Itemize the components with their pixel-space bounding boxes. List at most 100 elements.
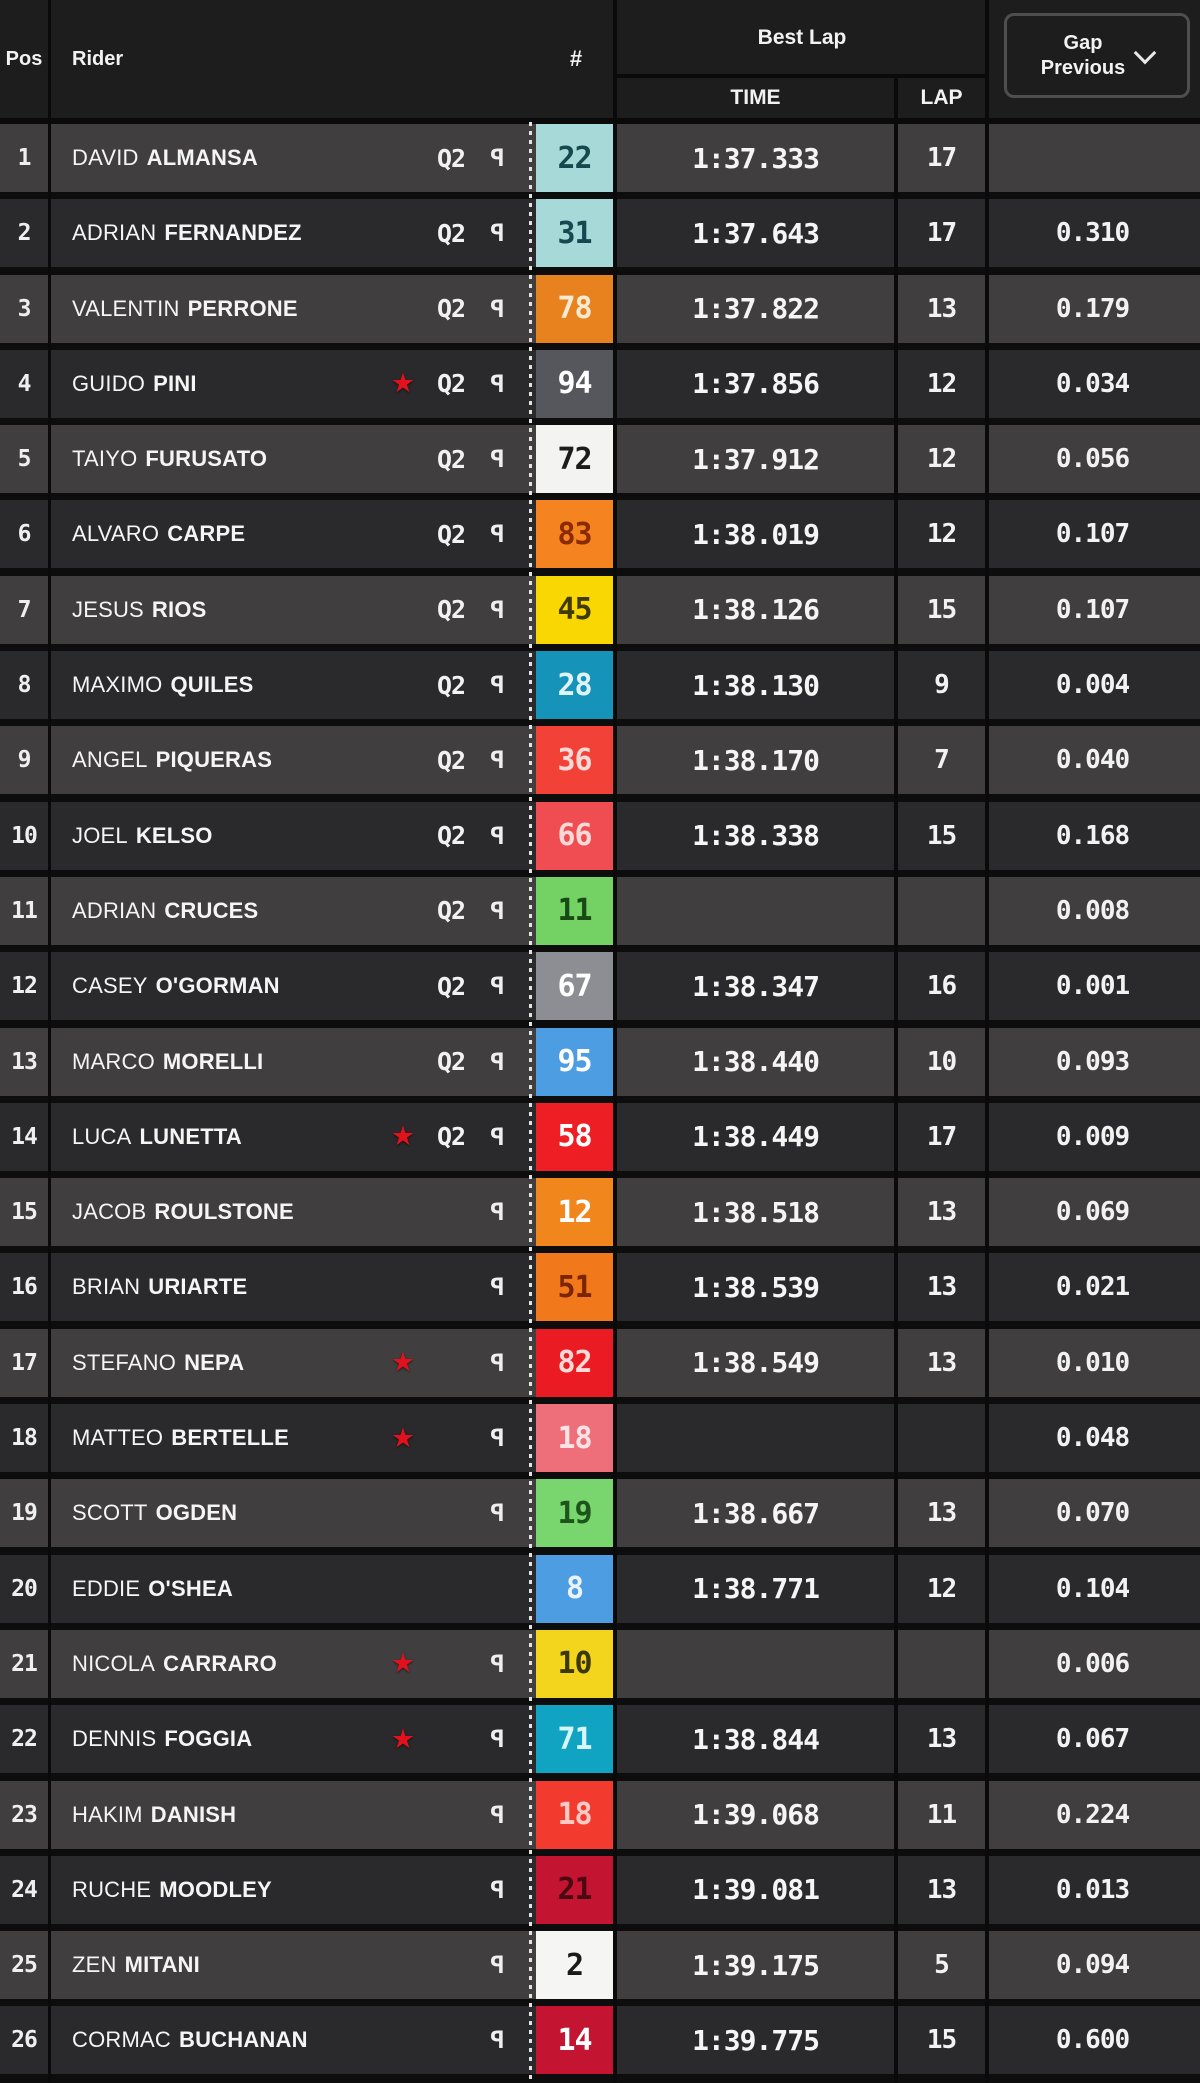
gap-previous-value: 0.006 bbox=[1055, 1648, 1130, 1679]
rider-number: 78 bbox=[536, 274, 613, 343]
rider-last-name: CRUCES bbox=[164, 897, 259, 923]
rider-name: JACOB ROULSTONE bbox=[72, 1178, 382, 1246]
timing-row[interactable]: 7 JESUS RIOS Q2 P 45 1:38.126 15 0.107 bbox=[0, 575, 1200, 644]
timing-row[interactable]: 19 SCOTT OGDEN P 19 1:38.667 13 0.070 bbox=[0, 1479, 1200, 1548]
pit-icon: P bbox=[489, 294, 505, 323]
best-lap-time: 1:38.440 bbox=[692, 1045, 820, 1079]
timing-row[interactable]: 16 BRIAN URIARTE P 51 1:38.539 13 0.021 bbox=[0, 1253, 1200, 1322]
pit-icon: P bbox=[489, 1499, 505, 1528]
best-lap-time: 1:38.126 bbox=[692, 593, 820, 627]
best-lap-time: 1:39.081 bbox=[692, 1873, 820, 1907]
rider-last-name: FURUSATO bbox=[145, 446, 268, 472]
best-lap-column-header: Best Lap bbox=[757, 25, 847, 49]
timing-row[interactable]: 9 ANGEL PIQUERAS Q2 P 36 1:38.170 7 0.04… bbox=[0, 726, 1200, 795]
position: 4 bbox=[17, 370, 32, 397]
position: 8 bbox=[17, 672, 32, 699]
timing-row[interactable]: 17 STEFANO NEPA ★ P 82 1:38.549 13 0.010 bbox=[0, 1328, 1200, 1397]
rider-number: 11 bbox=[536, 876, 613, 945]
q2-badge: Q2 bbox=[436, 745, 466, 775]
timing-row[interactable]: 24 RUCHE MOODLEY P 21 1:39.081 13 0.013 bbox=[0, 1855, 1200, 1924]
q2-badge: Q2 bbox=[436, 444, 466, 474]
timing-row[interactable]: 8 MAXIMO QUILES Q2 P 28 1:38.130 9 0.004 bbox=[0, 651, 1200, 720]
timing-row[interactable]: 18 MATTEO BERTELLE ★ P 18 0.048 bbox=[0, 1404, 1200, 1473]
timing-row[interactable]: 11 ADRIAN CRUCES Q2 P 11 0.008 bbox=[0, 876, 1200, 945]
timing-row[interactable]: 6 ALVARO CARPE Q2 P 83 1:38.019 12 0.107 bbox=[0, 500, 1200, 569]
best-lap-lap: 12 bbox=[926, 1573, 957, 1604]
q2-badge: Q2 bbox=[436, 971, 466, 1001]
timing-row[interactable]: 14 LUCA LUNETTA ★ Q2 P 58 1:38.449 17 0.… bbox=[0, 1102, 1200, 1171]
position: 22 bbox=[11, 1726, 38, 1753]
rider-last-name: PERRONE bbox=[187, 295, 298, 321]
gap-previous-value: 0.168 bbox=[1055, 820, 1130, 851]
gap-previous-value: 0.048 bbox=[1055, 1423, 1130, 1454]
timing-row[interactable]: 20 EDDIE O'SHEA 8 1:38.771 12 0.104 bbox=[0, 1554, 1200, 1623]
rider-last-name: MITANI bbox=[124, 1952, 200, 1978]
timing-row[interactable]: 12 CASEY O'GORMAN Q2 P 67 1:38.347 16 0.… bbox=[0, 952, 1200, 1021]
rider-name: ALVARO CARPE bbox=[72, 500, 382, 568]
timing-row[interactable]: 23 HAKIM DANISH P 18 1:39.068 11 0.224 bbox=[0, 1780, 1200, 1849]
best-lap-time: 1:38.771 bbox=[692, 1572, 820, 1606]
rider-name: EDDIE O'SHEA bbox=[72, 1555, 382, 1623]
timing-row[interactable]: 26 CORMAC BUCHANAN P 14 1:39.775 15 0.60… bbox=[0, 2006, 1200, 2075]
best-lap-time: 1:38.539 bbox=[692, 1270, 820, 1304]
q2-badge: Q2 bbox=[436, 1122, 466, 1152]
best-lap-lap: 13 bbox=[926, 1724, 957, 1755]
lap-column-line bbox=[894, 77, 898, 2083]
pit-icon: P bbox=[489, 1725, 505, 1754]
rider-number: 2 bbox=[536, 1931, 613, 2000]
gap-previous-label: Gap Previous bbox=[1040, 31, 1126, 79]
timing-row[interactable]: 10 JOEL KELSO Q2 P 66 1:38.338 15 0.168 bbox=[0, 801, 1200, 870]
rider-name: NICOLA CARRARO bbox=[72, 1630, 382, 1698]
rider-name: CORMAC BUCHANAN bbox=[72, 2006, 382, 2074]
position: 2 bbox=[17, 220, 32, 247]
position: 26 bbox=[11, 2027, 38, 2054]
position: 20 bbox=[11, 1575, 38, 1602]
rider-first-name: HAKIM bbox=[72, 1801, 143, 1827]
q2-badge: Q2 bbox=[436, 519, 466, 549]
best-lap-time: 1:38.667 bbox=[692, 1496, 820, 1530]
position: 19 bbox=[11, 1500, 38, 1527]
timing-row[interactable]: 5 TAIYO FURUSATO Q2 P 72 1:37.912 12 0.0… bbox=[0, 425, 1200, 494]
timing-row[interactable]: 2 ADRIAN FERNANDEZ Q2 P 31 1:37.643 17 0… bbox=[0, 199, 1200, 268]
rider-number: 58 bbox=[536, 1102, 613, 1171]
best-lap-lap: 13 bbox=[926, 1498, 957, 1529]
rider-number: 19 bbox=[536, 1479, 613, 1548]
rider-first-name: TAIYO bbox=[72, 446, 138, 472]
rider-name: DENNIS FOGGIA bbox=[72, 1705, 382, 1773]
q2-badge: Q2 bbox=[436, 1047, 466, 1077]
rider-first-name: ALVARO bbox=[72, 521, 160, 547]
timing-row[interactable]: 15 JACOB ROULSTONE P 12 1:38.518 13 0.06… bbox=[0, 1178, 1200, 1247]
pit-icon: P bbox=[489, 1875, 505, 1904]
timing-row[interactable]: 25 ZEN MITANI P 2 1:39.175 5 0.094 bbox=[0, 1931, 1200, 2000]
rider-name: MATTEO BERTELLE bbox=[72, 1404, 382, 1472]
rider-number: 12 bbox=[536, 1178, 613, 1247]
timing-row[interactable]: 13 MARCO MORELLI Q2 P 95 1:38.440 10 0.0… bbox=[0, 1027, 1200, 1096]
position: 16 bbox=[11, 1274, 38, 1301]
best-lap-lap: 11 bbox=[926, 1799, 957, 1830]
pit-icon: P bbox=[489, 1348, 505, 1377]
position: 6 bbox=[17, 521, 32, 548]
timing-row[interactable]: 21 NICOLA CARRARO ★ P 10 0.006 bbox=[0, 1629, 1200, 1698]
rider-number: 45 bbox=[536, 575, 613, 644]
gap-previous-value: 0.107 bbox=[1055, 594, 1130, 625]
best-lap-time: 1:38.347 bbox=[692, 969, 820, 1003]
rider-name: ADRIAN CRUCES bbox=[72, 877, 382, 945]
rider-number: 72 bbox=[536, 425, 613, 494]
rider-name: VALENTIN PERRONE bbox=[72, 275, 382, 343]
timing-row[interactable]: 3 VALENTIN PERRONE Q2 P 78 1:37.822 13 0… bbox=[0, 274, 1200, 343]
rider-name: TAIYO FURUSATO bbox=[72, 425, 382, 493]
rider-first-name: ANGEL bbox=[72, 747, 148, 773]
rider-number: 66 bbox=[536, 801, 613, 870]
rider-first-name: JACOB bbox=[72, 1199, 147, 1225]
gap-previous-dropdown-button[interactable]: Gap Previous bbox=[1004, 13, 1190, 98]
timing-row[interactable]: 4 GUIDO PINI ★ Q2 P 94 1:37.856 12 0.034 bbox=[0, 349, 1200, 418]
timing-row[interactable]: 22 DENNIS FOGGIA ★ P 71 1:38.844 13 0.06… bbox=[0, 1705, 1200, 1774]
timing-row[interactable]: 1 DAVID ALMANSA Q2 P 22 1:37.333 17 bbox=[0, 124, 1200, 192]
timing-rows: 1 DAVID ALMANSA Q2 P 22 1:37.333 17 2 AD… bbox=[0, 124, 1200, 2082]
pit-icon: P bbox=[489, 671, 505, 700]
best-lap-lap: 12 bbox=[926, 444, 957, 475]
best-lap-lap: 13 bbox=[926, 1874, 957, 1905]
star-icon: ★ bbox=[390, 1648, 416, 1679]
rider-name: DAVID ALMANSA bbox=[72, 124, 382, 192]
